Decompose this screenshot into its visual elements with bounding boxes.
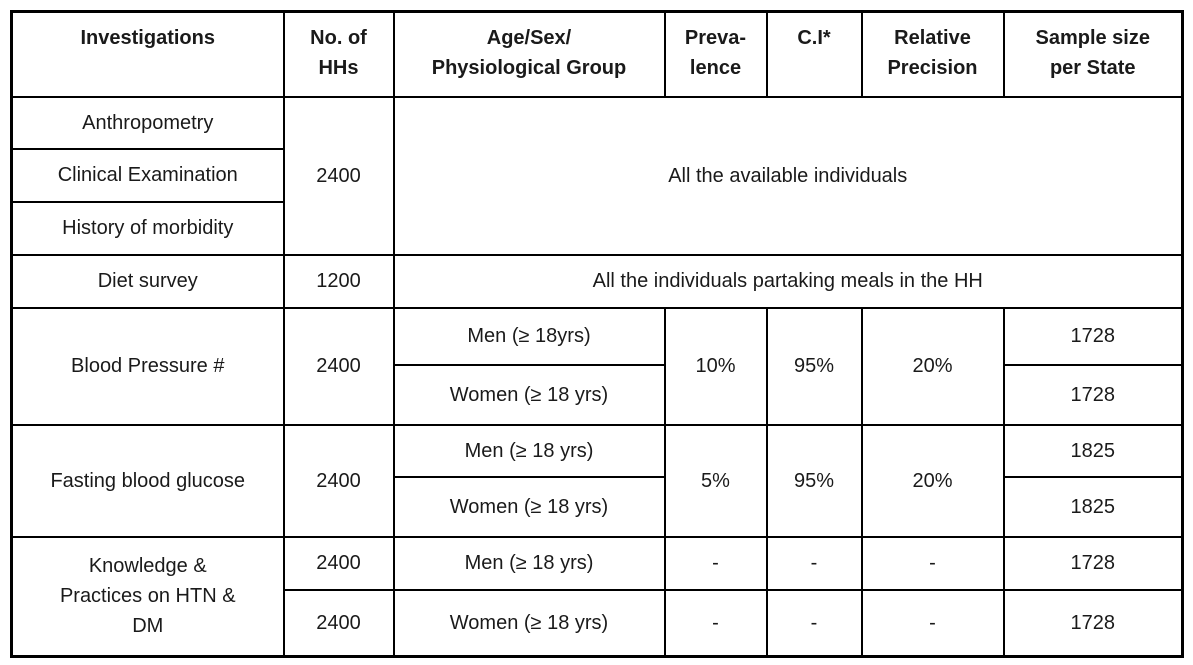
cell-fbg-relative-precision: 20% <box>860 423 1005 538</box>
table-row: History of morbidity <box>10 200 1183 256</box>
cell-kp-men-ci-dash: - <box>765 535 863 591</box>
header-sample-size-per-state: Sample size per State <box>1002 10 1184 98</box>
cell-fbg-men: Men (≥ 18 yrs) <box>392 423 666 478</box>
table-row: Fasting blood glucose 2400 Men (≥ 18 yrs… <box>10 423 1184 538</box>
header-age-sex-group: Age/Sex/ Physiological Group <box>392 10 666 98</box>
table-row: Blood Pressure # 2400 Men (≥ 18yrs) 10% … <box>10 306 1184 426</box>
cell-bp-men: Men (≥ 18yrs) <box>392 306 666 366</box>
header-ci: C.I* <box>765 10 863 98</box>
sampling-design-table: Investigations No. of HHs Age/Sex/ Physi… <box>10 10 1184 658</box>
cell-bp-prevalence: 10% <box>663 306 768 426</box>
cell-diet-hhs: 1200 <box>282 253 395 309</box>
header-prevalence: Preva- lence <box>663 10 768 98</box>
cell-kp-men-prevalence-dash: - <box>663 535 768 591</box>
cell-kp-women: Women (≥ 18 yrs) <box>392 588 666 658</box>
cell-kp-men: Men (≥ 18 yrs) <box>392 535 666 591</box>
cell-clinical-examination: Clinical Examination <box>10 147 285 203</box>
cell-fbg-hhs: 2400 <box>282 423 395 538</box>
header-relative-precision: Relative Precision <box>860 10 1005 98</box>
cell-knowledge-practices: Knowledge & Practices on HTN & DM <box>10 535 285 658</box>
table-row: Knowledge & Practices on HTN & DM 2400 M… <box>10 535 1184 658</box>
header-no-of-hhs: No. of HHs <box>282 10 395 98</box>
cell-kp-women-ci-dash: - <box>765 588 863 658</box>
cell-block1-hhs: 2400 <box>282 95 395 256</box>
cell-bp-relative-precision: 20% <box>860 306 1005 426</box>
cell-kp-men-sample: 1728 <box>1002 535 1184 591</box>
cell-kp-women-sample: 1728 <box>1002 588 1184 658</box>
cell-anthropometry: Anthropometry <box>10 95 285 150</box>
cell-fbg-prevalence: 5% <box>663 423 768 538</box>
cell-blood-pressure: Blood Pressure # <box>10 306 285 426</box>
cell-bp-ci: 95% <box>765 306 863 426</box>
cell-bp-men-sample: 1728 <box>1002 306 1184 366</box>
cell-fbg-women-sample: 1825 <box>1002 475 1184 538</box>
table-row: Anthropometry 2400 All the available ind… <box>10 95 1184 256</box>
table-row: Women (≥ 18 yrs) 1728 <box>12 363 1184 426</box>
cell-fbg-men-sample: 1825 <box>1002 423 1184 478</box>
cell-diet-survey: Diet survey <box>10 253 285 309</box>
cell-fasting-blood-glucose: Fasting blood glucose <box>10 423 285 538</box>
table-row: Clinical Examination <box>10 147 1183 203</box>
cell-fbg-ci: 95% <box>765 423 863 538</box>
cell-kp-men-hhs: 2400 <box>282 535 395 591</box>
header-investigations: Investigations <box>10 10 285 98</box>
cell-bp-hhs: 2400 <box>282 306 395 426</box>
cell-bp-women-sample: 1728 <box>1002 363 1184 426</box>
cell-all-available-individuals: All the available individuals <box>392 95 1184 256</box>
cell-fbg-women: Women (≥ 18 yrs) <box>392 475 666 538</box>
table-row: Women (≥ 18 yrs) 1825 <box>12 475 1184 538</box>
cell-kp-women-prevalence-dash: - <box>663 588 768 658</box>
cell-kp-women-hhs: 2400 <box>282 588 395 658</box>
header-row: Investigations No. of HHs Age/Sex/ Physi… <box>10 10 1184 98</box>
cell-bp-women: Women (≥ 18 yrs) <box>392 363 666 426</box>
cell-kp-men-rp-dash: - <box>860 535 1005 591</box>
cell-diet-note: All the individuals partaking meals in t… <box>392 253 1184 309</box>
cell-history-of-morbidity: History of morbidity <box>10 200 285 256</box>
cell-kp-women-rp-dash: - <box>860 588 1005 658</box>
table-row: 2400 Women (≥ 18 yrs) - - - 1728 <box>12 588 1184 658</box>
table-row: Diet survey 1200 All the individuals par… <box>10 253 1184 309</box>
